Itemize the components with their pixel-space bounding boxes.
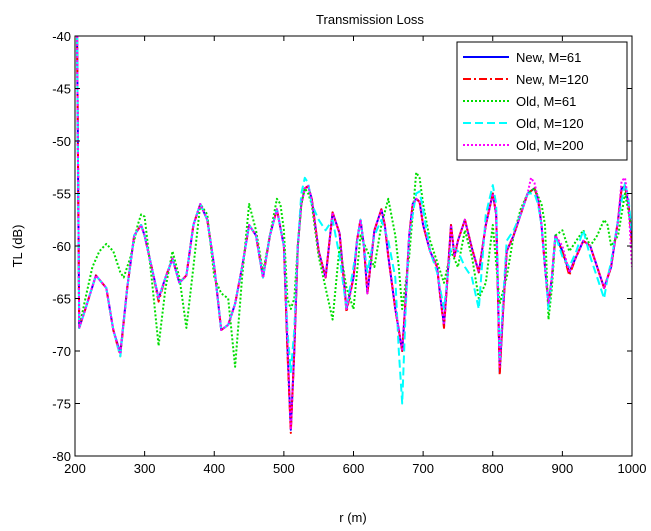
y-tick-label: -80 (52, 449, 71, 464)
y-tick-label: -70 (52, 344, 71, 359)
legend: New, M=61 New, M=120 Old, M=61 Old, M=120 Ol… (457, 42, 627, 160)
y-axis-label: TL (dB) (10, 225, 25, 268)
x-tick-label: 1000 (618, 461, 647, 476)
x-tick-label: 300 (134, 461, 156, 476)
x-tick-label: 900 (552, 461, 574, 476)
y-tick-label: -55 (52, 187, 71, 202)
x-tick-label: 500 (273, 461, 295, 476)
x-tick-label: 400 (203, 461, 225, 476)
legend-label-5: Old, M=200 (516, 138, 584, 153)
y-tick-label: -75 (52, 397, 71, 412)
y-tick-label: -50 (52, 134, 71, 149)
x-tick-label: 700 (412, 461, 434, 476)
x-tick-label: 600 (343, 461, 365, 476)
legend-label-3: Old, M=61 (516, 94, 576, 109)
y-tick-label: -45 (52, 82, 71, 97)
legend-label-2: New, M=120 (516, 72, 589, 87)
chart-title: Transmission Loss (316, 12, 424, 27)
x-axis-label: r (m) (339, 510, 366, 525)
x-tick-label: 800 (482, 461, 504, 476)
y-tick-label: -65 (52, 292, 71, 307)
legend-label-4: Old, M=120 (516, 116, 584, 131)
legend-label-1: New, M=61 (516, 50, 581, 65)
y-tick-label: -60 (52, 239, 71, 254)
y-tick-label: -40 (52, 29, 71, 44)
